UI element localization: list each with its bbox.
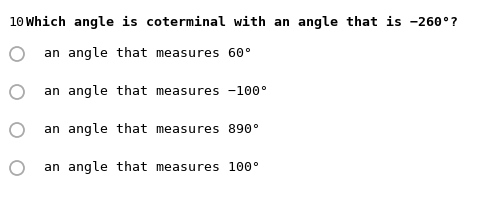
Text: an angle that measures 890°: an angle that measures 890° bbox=[44, 124, 260, 137]
Text: 10.: 10. bbox=[8, 16, 32, 29]
Text: an angle that measures 100°: an angle that measures 100° bbox=[44, 162, 260, 175]
Text: an angle that measures 60°: an angle that measures 60° bbox=[44, 48, 252, 60]
Text: an angle that measures −100°: an angle that measures −100° bbox=[44, 86, 268, 98]
Text: Which angle is coterminal with an angle that is −260°?: Which angle is coterminal with an angle … bbox=[26, 16, 458, 29]
